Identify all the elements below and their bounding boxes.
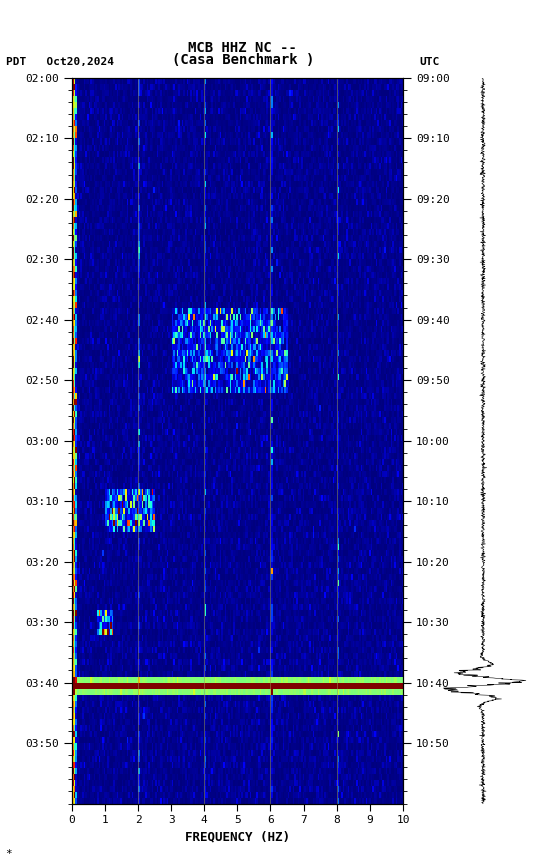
X-axis label: FREQUENCY (HZ): FREQUENCY (HZ) [185, 831, 290, 844]
Text: PDT   Oct20,2024: PDT Oct20,2024 [6, 57, 114, 67]
Text: (Casa Benchmark ): (Casa Benchmark ) [172, 54, 314, 67]
Text: UTC: UTC [420, 57, 440, 67]
Text: *: * [6, 849, 12, 859]
Text: MCB HHZ NC --: MCB HHZ NC -- [188, 41, 298, 55]
